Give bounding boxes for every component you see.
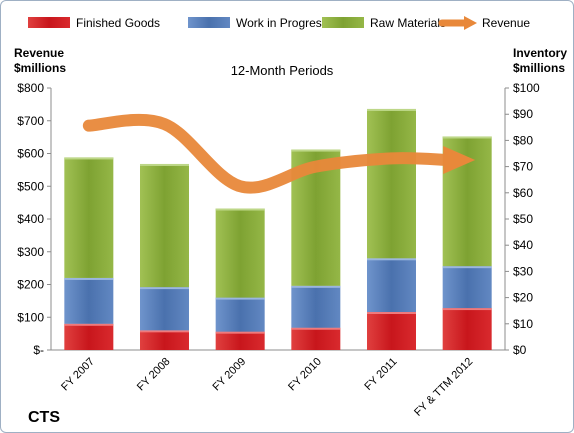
bar-finished-goods-cap: [367, 312, 416, 315]
x-category-label: FY 2009: [211, 356, 249, 394]
right-tick-label: $30: [513, 264, 533, 278]
left-tick-label: $500: [17, 179, 44, 193]
chart-title: 12-Month Periods: [231, 63, 334, 78]
left-tick-label: $100: [17, 310, 44, 324]
bar-work-in-progress-cap: [291, 285, 341, 288]
x-category-label: FY 2007: [59, 356, 97, 394]
legend-label-finished-goods: Finished Goods: [76, 16, 160, 30]
bar-work-in-progress-cap: [442, 266, 492, 269]
legend: Finished Goods Work in Progress Raw Mate…: [28, 16, 530, 30]
bar-finished-goods-cap: [442, 308, 492, 311]
right-axis-ticks: $0 $10 $20 $30 $40 $50 $60 $70 $80 $90 $100: [505, 81, 540, 357]
bar-raw-materials: [64, 157, 114, 278]
right-tick-label: $100: [513, 81, 540, 95]
bars: [64, 108, 492, 350]
bar-work-in-progress-cap: [140, 287, 189, 290]
bar-finished-goods-cap: [291, 327, 341, 330]
right-axis-title-line2: $millions: [513, 61, 565, 75]
bar-work-in-progress: [140, 287, 189, 331]
left-axis-ticks: $- $100 $200 $300 $400 $500 $600 $700 $800: [17, 81, 51, 357]
bar-work-in-progress: [367, 258, 416, 313]
bar-raw-materials-cap: [140, 163, 189, 166]
bar-finished-goods: [442, 308, 492, 350]
bar-work-in-progress: [64, 277, 114, 324]
left-tick-label: $300: [17, 245, 44, 259]
bar-raw-materials: [215, 208, 265, 298]
legend-swatch-work-in-progress: [188, 17, 230, 28]
right-tick-label: $0: [513, 343, 527, 357]
right-tick-label: $60: [513, 186, 533, 200]
bar-work-in-progress: [215, 297, 265, 332]
x-category-label: FY 2011: [362, 356, 399, 393]
legend-label-raw-materials: Raw Materials: [370, 16, 446, 30]
bar-raw-materials: [140, 163, 189, 288]
bar-finished-goods: [367, 312, 416, 350]
left-tick-label: $200: [17, 278, 44, 292]
right-axis-title-line1: Inventory: [513, 46, 567, 60]
legend-swatch-raw-materials: [322, 17, 364, 28]
right-tick-label: $20: [513, 291, 533, 305]
right-tick-label: $70: [513, 160, 533, 174]
bar-finished-goods-cap: [64, 323, 114, 326]
company-label: CTS: [28, 409, 60, 426]
bar-work-in-progress: [442, 266, 492, 309]
bar-work-in-progress-cap: [64, 277, 114, 280]
bar-finished-goods: [215, 331, 265, 350]
bar-finished-goods-cap: [215, 331, 265, 334]
bar-work-in-progress: [291, 285, 341, 328]
bar-finished-goods-cap: [140, 330, 189, 333]
bar-raw-materials-cap: [64, 157, 114, 160]
right-tick-label: $90: [513, 107, 533, 121]
right-tick-label: $80: [513, 133, 533, 147]
right-tick-label: $50: [513, 212, 533, 226]
bar-work-in-progress-cap: [367, 258, 416, 261]
legend-label-work-in-progress: Work in Progress: [236, 16, 328, 30]
bar-raw-materials: [367, 108, 416, 259]
bar-finished-goods: [64, 323, 114, 350]
left-tick-label: $600: [17, 147, 44, 161]
right-tick-label: $10: [513, 317, 533, 331]
left-tick-label: $400: [17, 212, 44, 226]
bar-raw-materials-cap: [215, 208, 265, 211]
revenue-arrowhead: [443, 146, 476, 175]
left-axis-title-line1: Revenue: [14, 46, 64, 60]
x-category-label: FY & TTM 2012: [412, 356, 475, 419]
x-axis-ticks: FY 2007 FY 2008 FY 2009 FY 2010 FY 2011 FY & …: [59, 356, 475, 419]
bar-raw-materials-cap: [367, 108, 416, 111]
right-tick-label: $40: [513, 238, 533, 252]
bar-finished-goods: [291, 327, 341, 350]
x-category-label: FY 2010: [286, 356, 324, 394]
bar-work-in-progress-cap: [215, 297, 265, 300]
bar-finished-goods: [140, 330, 189, 350]
left-axis-title-line2: $millions: [14, 61, 66, 75]
bar-raw-materials-cap: [291, 149, 341, 152]
left-tick-label: $-: [33, 343, 44, 357]
legend-arrowhead-revenue: [464, 16, 477, 30]
left-tick-label: $700: [17, 114, 44, 128]
legend-swatch-finished-goods: [28, 17, 70, 28]
x-category-label: FY 2008: [135, 356, 173, 394]
revenue-series: [82, 113, 476, 194]
legend-label-revenue: Revenue: [482, 16, 530, 30]
left-tick-label: $800: [17, 81, 44, 95]
bar-raw-materials-cap: [442, 136, 492, 139]
